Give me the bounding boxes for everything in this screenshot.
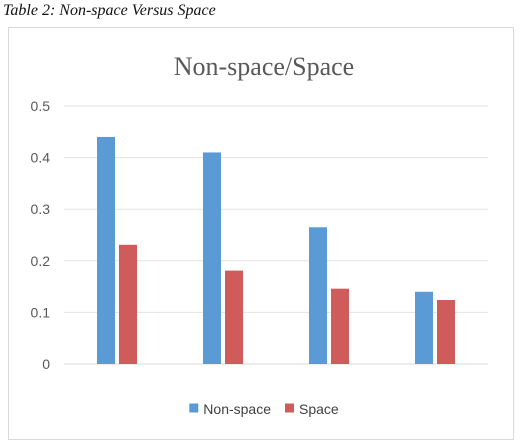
y-tick-label: 0.4 [31, 150, 51, 166]
bar-space-1 [119, 244, 137, 364]
bar-non-space-4 [415, 291, 433, 364]
legend-label: Space [299, 401, 339, 417]
y-axis-tick-labels: 0 0.1 0.2 0.3 0.4 0.5 [31, 98, 51, 372]
y-tick-label: 0.5 [31, 98, 51, 114]
chart-title: Non-space/Space [174, 52, 354, 81]
bar-non-space-1 [97, 136, 115, 364]
y-tick-label: 0.1 [31, 304, 51, 320]
y-tick-label: 0.3 [31, 201, 51, 217]
bar-space-4 [437, 300, 455, 364]
legend: Non-space Space [189, 401, 339, 417]
bar-non-space-3 [309, 227, 327, 364]
bars [97, 136, 455, 364]
legend-swatch [189, 403, 199, 413]
y-tick-label: 0.2 [31, 253, 51, 269]
bar-space-3 [331, 288, 349, 364]
bar-space-2 [225, 270, 243, 364]
table-caption: Table 2: Non-space Versus Space [3, 2, 216, 19]
legend-label: Non-space [203, 401, 271, 417]
bar-non-space-2 [203, 152, 221, 364]
legend-swatch [285, 403, 294, 413]
chart-frame [8, 27, 514, 440]
y-tick-label: 0 [42, 356, 50, 372]
